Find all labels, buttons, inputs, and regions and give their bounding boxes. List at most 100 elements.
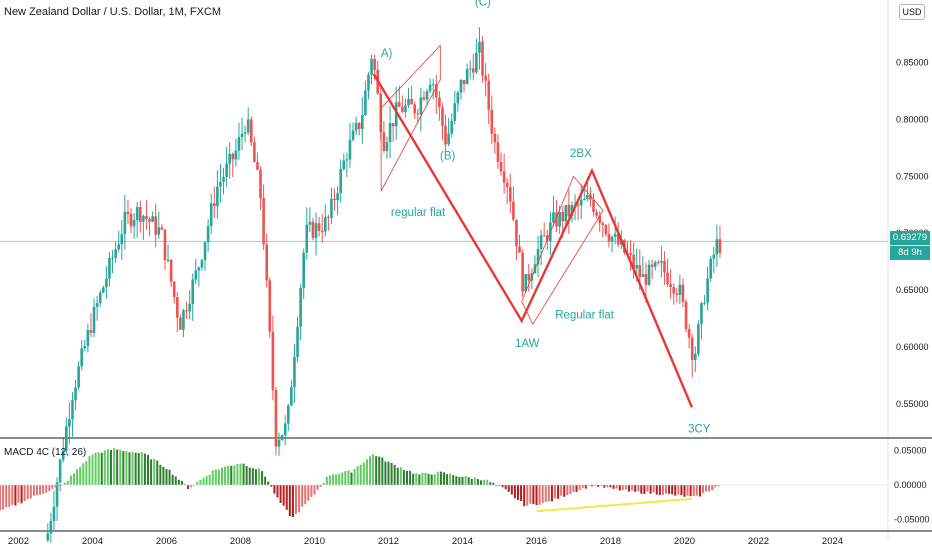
x-tick-label: 2004 bbox=[82, 536, 103, 547]
macd-bar bbox=[396, 467, 399, 485]
x-tick-label: 2024 bbox=[822, 536, 843, 547]
macd-bar bbox=[159, 464, 162, 485]
candle-body bbox=[197, 267, 201, 271]
candle-body bbox=[308, 221, 312, 225]
candle-body bbox=[629, 253, 632, 255]
macd-bar bbox=[261, 471, 264, 485]
candle-body bbox=[598, 215, 602, 223]
macd-bar bbox=[498, 485, 501, 486]
candle-body bbox=[462, 80, 466, 85]
macd-bar bbox=[658, 485, 661, 496]
macd-bar bbox=[541, 485, 544, 503]
macd-bar bbox=[661, 485, 664, 495]
macd-bar bbox=[0, 485, 1, 511]
macd-bar bbox=[168, 469, 171, 485]
y-tick-label: 0.80000 bbox=[896, 114, 929, 124]
macd-bar bbox=[449, 473, 452, 485]
macd-bar bbox=[476, 479, 479, 485]
macd-bar bbox=[492, 482, 495, 485]
candle-body bbox=[508, 187, 512, 202]
macd-bar bbox=[603, 485, 606, 488]
macd-bar bbox=[517, 485, 519, 500]
macd-bar bbox=[618, 485, 621, 491]
macd-bar bbox=[180, 480, 183, 485]
symbol-title[interactable]: New Zealand Dollar / U.S. Dollar, 1M, FX… bbox=[4, 6, 222, 18]
macd-bar bbox=[390, 462, 393, 485]
macd-bar bbox=[76, 469, 79, 485]
macd-bar bbox=[202, 477, 205, 485]
macd-bar bbox=[100, 452, 103, 485]
candle-body bbox=[68, 419, 71, 427]
macd-bar bbox=[344, 470, 347, 485]
macd-bar bbox=[446, 474, 449, 485]
candle-body bbox=[71, 400, 74, 420]
candle-body bbox=[690, 337, 694, 360]
candle-body bbox=[660, 261, 663, 263]
candle-body bbox=[394, 102, 398, 127]
candle-body bbox=[169, 259, 173, 282]
macd-bar bbox=[452, 475, 455, 485]
macd-bar bbox=[606, 485, 609, 488]
candle-body bbox=[175, 297, 179, 318]
macd-bar bbox=[600, 485, 603, 486]
wave-annotation: 3CY bbox=[688, 423, 711, 435]
macd-bar bbox=[473, 477, 476, 485]
macd-bar bbox=[137, 453, 140, 485]
candle-body bbox=[342, 160, 346, 170]
x-tick-label: 2014 bbox=[452, 536, 473, 547]
macd-bar bbox=[150, 459, 153, 485]
candle-body bbox=[166, 259, 170, 261]
macd-bar bbox=[702, 485, 704, 494]
macd-bar bbox=[211, 470, 214, 485]
candle-body bbox=[120, 234, 124, 245]
macd-bar bbox=[365, 459, 368, 485]
candle-body bbox=[422, 97, 426, 100]
candle-body bbox=[157, 227, 161, 235]
macd-bar bbox=[520, 485, 523, 502]
macd-bar bbox=[332, 474, 334, 485]
macd-bar bbox=[436, 471, 439, 485]
macd-bar bbox=[36, 485, 38, 496]
candle-body bbox=[354, 122, 358, 131]
macd-bar bbox=[193, 485, 196, 486]
candle-body bbox=[336, 193, 339, 201]
macd-bar bbox=[594, 485, 597, 486]
macd-bar bbox=[187, 485, 190, 490]
candle-body bbox=[179, 317, 182, 330]
macd-bar bbox=[2, 485, 5, 510]
macd-bar bbox=[695, 485, 698, 496]
currency-badge[interactable]: USD bbox=[899, 4, 925, 20]
candle-body bbox=[206, 226, 210, 243]
candle-body bbox=[428, 84, 432, 92]
candle-body bbox=[687, 329, 691, 338]
macd-bar bbox=[430, 474, 433, 485]
wave-annotation: 2BX bbox=[570, 148, 592, 160]
candle-body bbox=[52, 506, 56, 521]
wave-annotation: (B) bbox=[440, 150, 456, 162]
candle-body bbox=[55, 482, 59, 507]
wave-annotation: (C) bbox=[475, 0, 491, 9]
macd-bar bbox=[26, 485, 29, 500]
macd-indicator-label[interactable]: MACD 4C (12, 26) bbox=[4, 447, 87, 458]
macd-bar bbox=[628, 485, 630, 492]
candle-body bbox=[373, 58, 376, 70]
candle-body bbox=[518, 246, 521, 253]
candle-body bbox=[512, 201, 515, 220]
candle-body bbox=[521, 252, 524, 292]
macd-bar bbox=[646, 485, 649, 492]
macd-bar bbox=[455, 476, 458, 485]
macd-bar bbox=[427, 473, 430, 485]
macd-bar bbox=[470, 478, 473, 485]
candle-body bbox=[237, 137, 241, 151]
candle-body bbox=[271, 331, 275, 390]
candle-body bbox=[203, 242, 207, 260]
macd-bar bbox=[282, 485, 285, 506]
macd-bar bbox=[409, 470, 412, 485]
candle-body bbox=[407, 98, 410, 106]
candle-body bbox=[49, 520, 53, 534]
macd-bar bbox=[131, 451, 134, 485]
macd-bar bbox=[587, 485, 590, 486]
macd-bar bbox=[621, 485, 624, 491]
macd-bar bbox=[717, 485, 720, 487]
